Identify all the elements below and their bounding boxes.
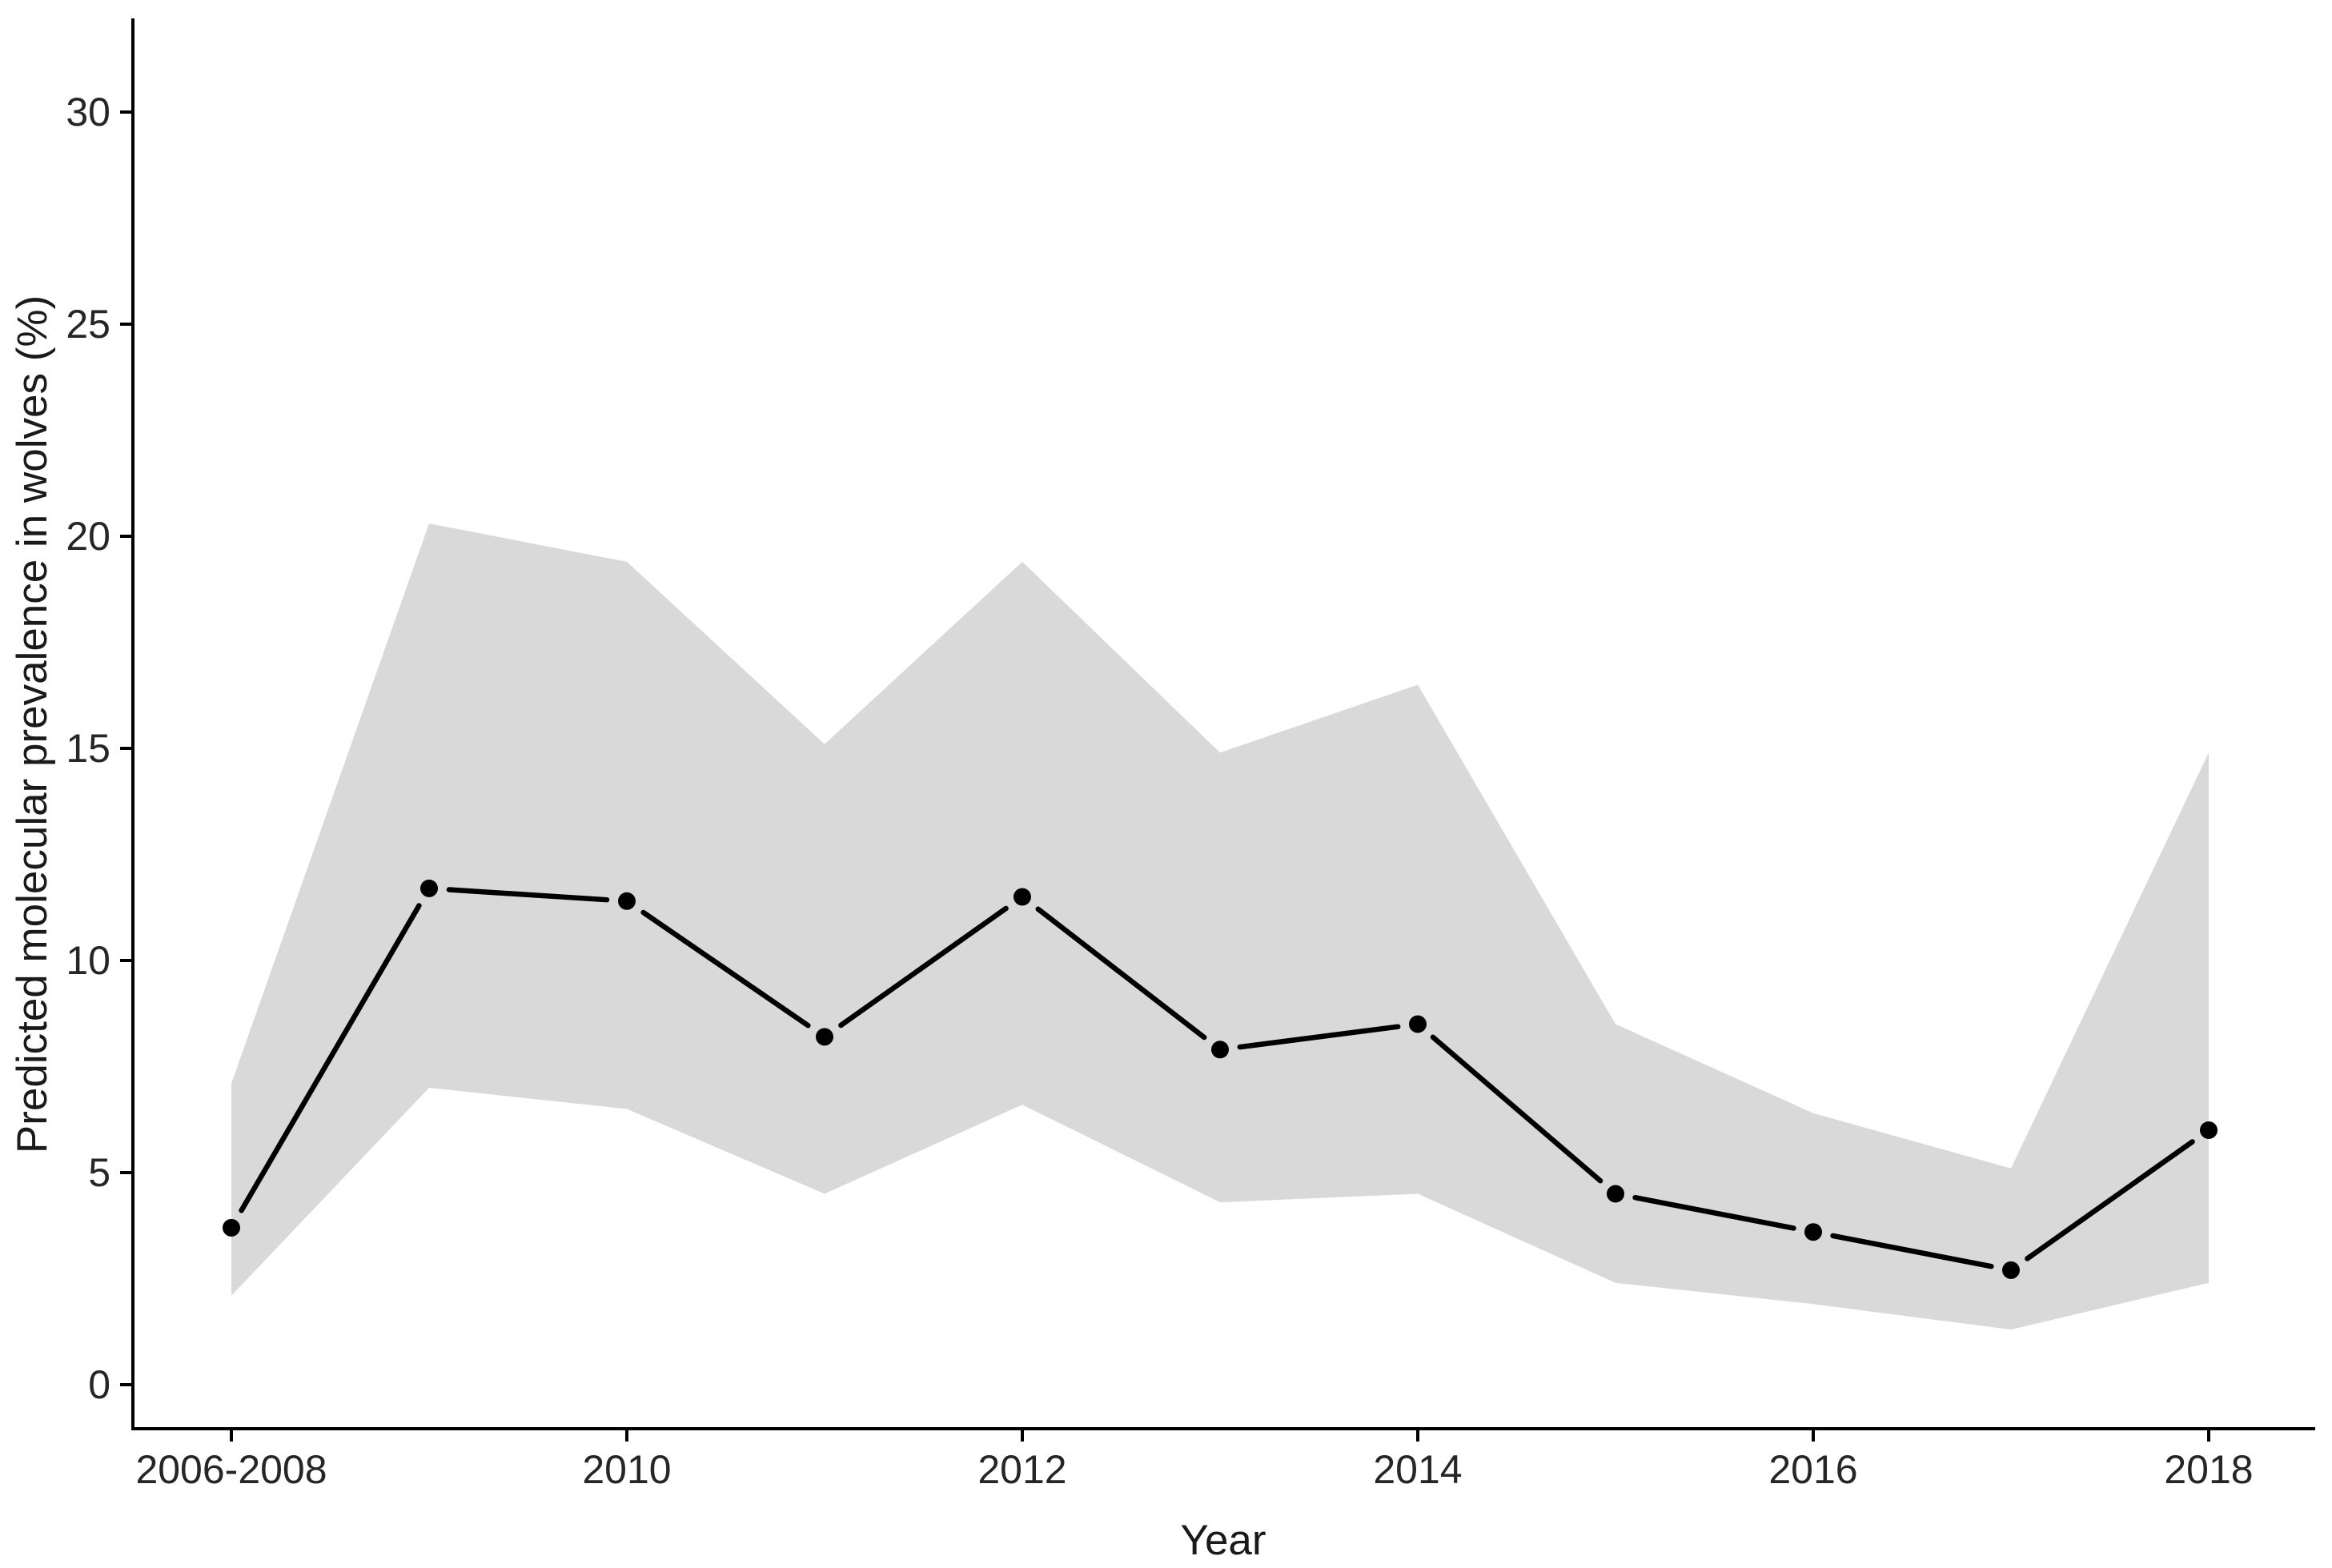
y-axis-title: Predicted molecular prevalence in wolves… [9, 295, 56, 1153]
series-segment [2025, 1139, 2195, 1261]
series-segment [1830, 1233, 1994, 1269]
data-point [1607, 1185, 1624, 1203]
confidence-band [231, 523, 2209, 1330]
y-tick-label: 30 [66, 90, 110, 134]
x-axis-title: Year [1180, 1517, 1266, 1564]
series-segment [640, 909, 811, 1029]
x-tick-label: 2014 [1373, 1447, 1462, 1492]
x-tick-label: 2006-2008 [135, 1447, 327, 1492]
y-tick-label: 5 [88, 1150, 110, 1195]
data-point [2002, 1261, 2020, 1279]
series-segment [1035, 906, 1207, 1041]
y-tick-label: 25 [66, 302, 110, 347]
series-segment [239, 903, 422, 1213]
data-point [1211, 1041, 1229, 1059]
data-point [618, 892, 636, 910]
data-point [420, 879, 438, 897]
series-segment [1632, 1194, 1796, 1231]
y-tick-label: 15 [66, 726, 110, 771]
series-segment [446, 887, 610, 903]
series-segment [1430, 1034, 1604, 1184]
data-point [816, 1028, 833, 1046]
data-point [1013, 888, 1031, 906]
x-tick-label: 2010 [582, 1447, 671, 1492]
series-segment [838, 905, 1009, 1029]
data-point [1804, 1223, 1822, 1241]
data-point [2200, 1121, 2218, 1139]
data-point [1409, 1015, 1427, 1033]
series-segment [1237, 1024, 1401, 1050]
x-tick-label: 2018 [2164, 1447, 2253, 1492]
y-tick-label: 20 [66, 514, 110, 559]
x-tick-label: 2016 [1768, 1447, 1857, 1492]
y-tick-label: 0 [88, 1362, 110, 1407]
y-tick-label: 10 [66, 938, 110, 983]
data-point [223, 1218, 240, 1237]
x-tick-label: 2012 [977, 1447, 1066, 1492]
